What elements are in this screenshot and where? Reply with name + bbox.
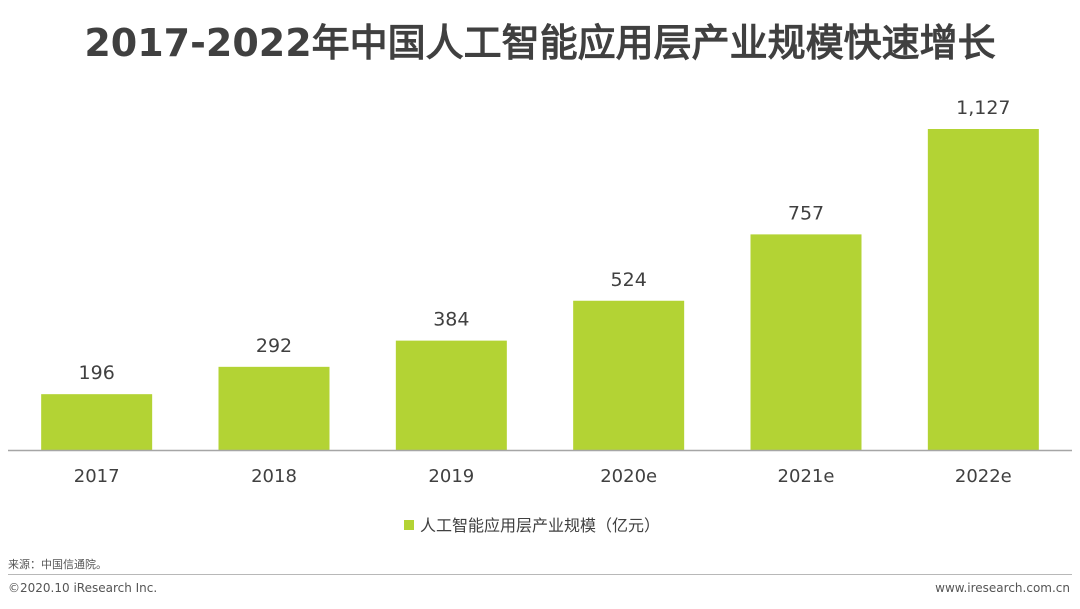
data-label-2021e: 757 [788,202,824,224]
footer-divider [8,574,1072,575]
bar-2017 [41,394,153,450]
x-tick-label-2018: 2018 [251,466,297,487]
legend-label: 人工智能应用层产业规模（亿元） [420,516,660,535]
copyright-text: ©2020.10 iResearch Inc. [8,581,158,595]
bar-2022e [927,129,1039,450]
bar-chart: 196 2017 292 2018 384 2019 524 2020e 757 2021e 1,1… [8,97,1072,535]
x-tick-label-2017: 2017 [74,466,120,487]
x-tick-label-2022e: 2022e [955,466,1012,487]
bar-2018 [218,366,330,450]
data-label-2018: 292 [256,335,292,357]
bar-2021e [750,234,862,450]
x-tick-label-2021e: 2021e [778,466,835,487]
data-label-2017: 196 [79,362,115,384]
data-label-2019: 384 [433,309,469,331]
bar-2019 [395,340,507,450]
data-label-2022e: 1,127 [956,97,1010,119]
chart-title: 2017-2022年中国人工智能应用层产业规模快速增长 [84,21,996,65]
data-label-2020e: 524 [611,269,647,291]
source-note: 来源：中国信通院。 [8,558,107,571]
bar-2020e [573,300,685,450]
x-tick-label-2020e: 2020e [600,466,657,487]
website-link[interactable]: www.iresearch.com.cn [935,581,1070,595]
x-tick-label-2019: 2019 [428,466,474,487]
legend-swatch [404,520,414,530]
